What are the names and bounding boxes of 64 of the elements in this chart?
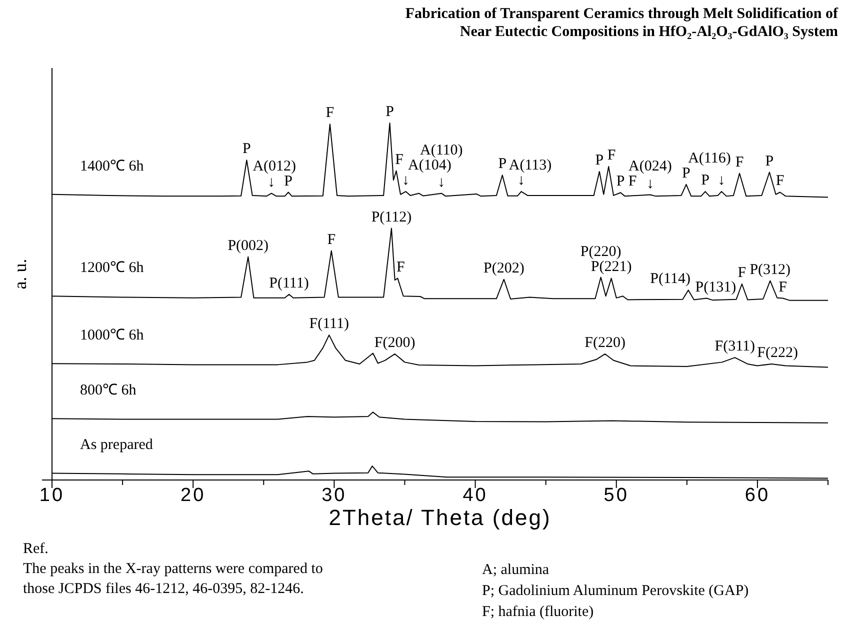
- annotation: F(200): [374, 334, 416, 351]
- annotation: A(110): [420, 142, 463, 159]
- annotation: A(104): [408, 158, 452, 174]
- annotation: ↓: [518, 172, 526, 189]
- annotation: F: [396, 259, 405, 276]
- annotation: P(112): [371, 209, 412, 226]
- annotation: ↓: [438, 174, 446, 190]
- annotation: P: [682, 165, 690, 182]
- x-axis-title: 2Theta/ Theta (deg): [328, 505, 552, 530]
- annotation: A(113): [508, 158, 552, 174]
- annotation: P(220): [580, 244, 622, 260]
- annotation: ↓: [402, 172, 410, 189]
- annotation: F: [735, 154, 744, 170]
- text: Ref.: [23, 541, 48, 557]
- series-label: 800℃ 6h: [80, 382, 137, 399]
- annotation: F(220): [584, 334, 626, 351]
- annotation: P(131): [695, 279, 736, 296]
- annotation: F: [776, 173, 784, 190]
- text: The peaks in the X-ray patterns were compared to those JCPDS files 46-1212, 46-0395, 82-1246.: [23, 561, 323, 597]
- series-label: 1000℃ 6h: [80, 328, 144, 344]
- annotation: F(222): [757, 344, 798, 361]
- annotation: F: [738, 265, 746, 282]
- annotation: F(311): [714, 338, 756, 355]
- x-tick-label: 10: [39, 485, 65, 506]
- annotation: ↓: [268, 174, 276, 190]
- annotation: P: [386, 104, 394, 120]
- y-axis-title: a. u.: [10, 258, 30, 290]
- annotation: A(012): [252, 158, 296, 174]
- annotation: P(312): [750, 262, 791, 278]
- x-tick-label: 50: [604, 485, 629, 506]
- annotation: P: [284, 173, 292, 190]
- annotation: P(114): [650, 271, 690, 288]
- annotation: P(002): [228, 238, 269, 254]
- series-label: As prepared: [80, 437, 154, 454]
- annotation: P(221): [590, 259, 632, 276]
- text: P; Gadolinium Aluminum Perovskite (GAP): [482, 583, 749, 599]
- annotation: F(111): [309, 316, 349, 332]
- annotation: P: [498, 156, 507, 172]
- annotation: P: [616, 174, 625, 190]
- series-label: 1400℃ 6h: [80, 158, 144, 174]
- text: A; alumina: [482, 562, 550, 578]
- annotation: A(116): [688, 150, 731, 166]
- annotation: ↓: [718, 172, 726, 189]
- annotation: P: [242, 141, 251, 158]
- text: F; hafnia (fluorite): [482, 604, 594, 620]
- annotation: ↓: [646, 176, 654, 192]
- annotation: A(024): [628, 158, 672, 175]
- annotation: P: [765, 153, 774, 170]
- annotation: F: [778, 279, 788, 296]
- annotation: F: [628, 174, 637, 190]
- annotation: F: [607, 148, 616, 164]
- annotation: F: [326, 105, 334, 122]
- series-label: 1200℃ 6h: [80, 260, 144, 276]
- chart-title: Fabrication of Transparent Ceramics through Melt Solidification of Near Eutectic Compositions in HfO₂-Al₂O₃-GdAlO₃ System: [405, 6, 839, 40]
- annotation: P: [595, 152, 604, 169]
- x-tick-label: 30: [322, 485, 347, 506]
- annotation: F: [395, 152, 404, 168]
- x-tick-label: 20: [180, 485, 206, 506]
- annotation: P(111): [269, 275, 309, 292]
- annotation: F: [327, 232, 336, 248]
- annotation: P(202): [483, 260, 524, 276]
- annotation: P: [701, 172, 710, 189]
- x-tick-label: 40: [462, 485, 488, 506]
- x-tick-label: 60: [744, 485, 770, 506]
